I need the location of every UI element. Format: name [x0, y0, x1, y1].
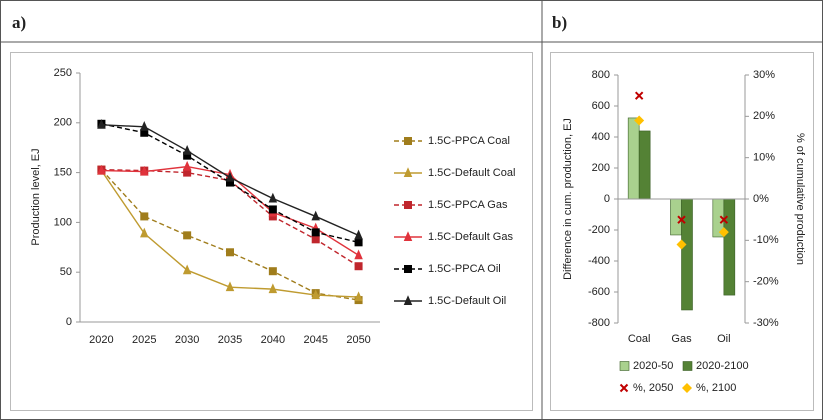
x-tick-label: 2040	[261, 334, 285, 346]
panel-label: a)	[12, 13, 26, 32]
x-tick-label: 2045	[303, 334, 327, 346]
y-tick-label: 200	[592, 162, 610, 174]
legend-marker	[404, 137, 412, 145]
y2-tick-label: 10%	[753, 152, 775, 164]
marker	[676, 239, 687, 250]
marker	[719, 215, 729, 224]
legend-label: 2020-50	[633, 360, 673, 372]
legend-label: %, 2050	[633, 382, 673, 394]
marker	[226, 248, 234, 257]
bar	[627, 117, 640, 200]
marker	[354, 291, 363, 302]
marker	[354, 229, 363, 240]
marker	[354, 249, 363, 260]
marker	[677, 215, 686, 224]
marker	[182, 264, 192, 275]
legend-label: 1.5C-PPCA Oil	[428, 263, 501, 275]
chart-frame	[550, 52, 814, 411]
legend-label: 1.5C-PPCA Gas	[428, 199, 508, 211]
legend-marker	[619, 383, 629, 393]
marker	[225, 281, 235, 292]
bar	[681, 198, 693, 311]
y2-axis-title: % of cumulative production	[794, 133, 806, 265]
panel-label: b)	[552, 13, 567, 32]
marker	[311, 228, 320, 237]
legend-label: 1.5C-Default Coal	[428, 167, 515, 179]
legend-label: 2020-2100	[696, 360, 749, 372]
marker	[182, 160, 192, 171]
y2-tick-label: -10%	[753, 234, 779, 246]
y2-tick-label: 30%	[753, 69, 775, 81]
marker	[268, 192, 278, 203]
marker	[634, 115, 645, 126]
marker	[225, 171, 235, 182]
x-tick-label: 2025	[132, 334, 156, 346]
x-tick-label: Gas	[671, 333, 692, 345]
x-tick-label: 2020	[89, 334, 113, 346]
x-tick-label: 2035	[218, 334, 242, 346]
y-tick-label: -200	[588, 224, 610, 236]
marker	[354, 238, 363, 247]
marker	[354, 262, 363, 271]
marker	[182, 144, 192, 155]
series-line	[100, 169, 359, 301]
y2-tick-label: 0%	[753, 193, 769, 205]
legend-label: %, 2100	[696, 382, 736, 394]
y-axis-title: Production level, EJ	[30, 148, 42, 245]
marker	[718, 227, 729, 238]
chart-frame	[10, 52, 533, 411]
legend-marker	[404, 201, 412, 209]
y2-tick-label: 20%	[753, 110, 775, 122]
marker	[311, 210, 320, 221]
legend-marker	[404, 265, 412, 273]
legend-swatch	[619, 361, 630, 371]
y-tick-label: 600	[592, 100, 610, 112]
y-tick-label: 100	[54, 216, 72, 228]
x-tick-label: 2030	[175, 334, 199, 346]
x-tick-label: 2050	[346, 334, 370, 346]
series-line	[100, 170, 359, 298]
y-tick-label: 0	[66, 316, 72, 328]
marker	[268, 205, 277, 214]
marker	[311, 235, 320, 244]
bar	[638, 130, 651, 200]
legend-marker	[403, 231, 413, 241]
marker	[97, 119, 106, 129]
y-tick-label: -800	[588, 317, 610, 329]
marker	[140, 212, 149, 221]
marker	[268, 283, 278, 294]
y-tick-label: -600	[588, 286, 610, 298]
y-axis-title: Difference in cum. production, EJ	[562, 118, 574, 280]
y-tick-label: 200	[54, 117, 72, 129]
y-tick-label: 250	[54, 67, 72, 79]
x-tick-label: Coal	[628, 333, 651, 345]
y2-tick-label: -30%	[753, 317, 779, 329]
y2-tick-label: -20%	[753, 276, 779, 288]
y-tick-label: 400	[592, 131, 610, 143]
marker	[140, 121, 149, 131]
x-tick-label: Oil	[717, 333, 730, 345]
legend-label: 1.5C-Default Oil	[428, 295, 506, 307]
legend-swatch	[682, 361, 693, 371]
bar	[723, 198, 736, 296]
legend-marker	[682, 383, 692, 393]
marker	[140, 165, 149, 176]
marker	[311, 289, 320, 300]
marker	[97, 164, 106, 175]
legend-marker	[403, 295, 413, 305]
y-tick-label: -400	[588, 255, 610, 267]
y-tick-label: 50	[60, 266, 72, 278]
marker	[268, 267, 277, 276]
legend-marker	[403, 167, 413, 177]
marker	[183, 231, 192, 240]
legend-label: 1.5C-Default Gas	[428, 231, 513, 243]
y-tick-label: 800	[592, 69, 610, 81]
y-tick-label: 0	[604, 193, 610, 205]
y-tick-label: 150	[54, 167, 72, 179]
legend-label: 1.5C-PPCA Coal	[428, 135, 510, 147]
marker	[634, 91, 644, 100]
marker	[140, 227, 149, 238]
